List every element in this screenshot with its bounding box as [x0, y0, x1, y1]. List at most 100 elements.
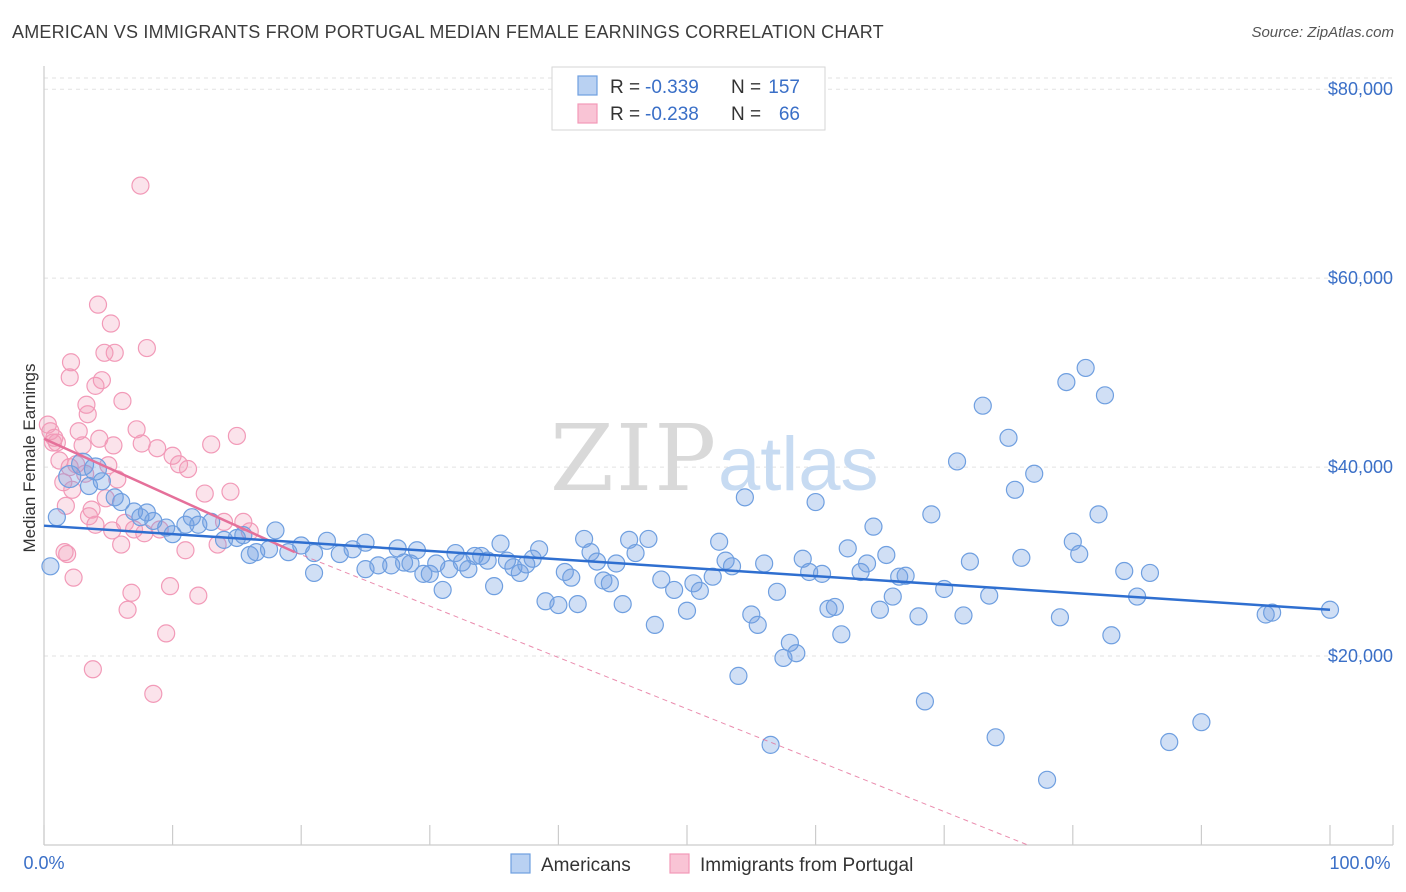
portugal-point — [69, 422, 88, 441]
americans-point — [317, 531, 337, 550]
legend-n-value-portugal: 66 — [779, 104, 800, 125]
americans-point — [58, 464, 82, 489]
portugal-point — [160, 577, 180, 596]
portugal-point — [64, 568, 83, 587]
y-tick-label: $40,000 — [1328, 457, 1393, 477]
americans-point — [491, 534, 510, 553]
americans-trend-line — [43, 524, 1331, 612]
americans-point — [780, 633, 799, 652]
portugal-point — [83, 660, 102, 679]
portugal-point — [95, 343, 114, 362]
americans-point — [1057, 372, 1076, 392]
correlation-legend: R = -0.339 N = 157 R = -0.238 N = 66 — [551, 66, 826, 131]
portugal-point — [202, 435, 221, 454]
portugal-point — [105, 343, 124, 362]
americans-point — [414, 564, 433, 583]
americans-point — [980, 586, 999, 605]
watermark-zip: ZIP — [550, 405, 718, 512]
americans-point — [755, 554, 774, 573]
portugal-point — [195, 484, 214, 503]
portugal-point — [112, 535, 131, 554]
portugal-trend-line — [43, 437, 296, 554]
americans-point — [690, 581, 709, 600]
legend-n-label-americans: N = — [731, 77, 761, 98]
americans-point — [356, 533, 375, 552]
americans-point — [530, 540, 549, 559]
portugal-point — [73, 436, 92, 455]
americans-point — [1050, 608, 1070, 627]
americans-point — [394, 553, 414, 572]
americans-point — [1140, 563, 1160, 583]
americans-point — [986, 728, 1005, 747]
y-axis-title: Median Female Earnings — [20, 364, 39, 553]
americans-point — [420, 564, 439, 583]
portugal-point — [58, 544, 77, 564]
americans-point — [485, 577, 504, 596]
portugal-point — [127, 420, 146, 439]
portugal-point — [221, 482, 240, 501]
americans-point — [369, 556, 388, 575]
americans-point — [1076, 358, 1095, 378]
americans-point — [877, 545, 896, 565]
americans-point — [1089, 505, 1108, 524]
americans-point — [157, 518, 176, 537]
americans-point — [613, 594, 632, 614]
portugal-point — [86, 515, 105, 534]
portugal-point — [88, 295, 108, 314]
americans-point — [748, 615, 767, 634]
americans-point — [47, 508, 66, 527]
portugal-point — [122, 583, 141, 602]
americans-point — [825, 597, 844, 617]
portugal-point — [132, 434, 151, 453]
americans-point — [909, 607, 928, 626]
americans-point — [915, 692, 935, 711]
series-legend: Americans Immigrants from Portugal — [510, 853, 913, 876]
trend-lines — [43, 437, 1331, 846]
americans-point — [600, 574, 619, 593]
americans-point — [266, 521, 285, 540]
americans-point — [112, 492, 131, 512]
americans-point — [999, 428, 1018, 447]
watermark: ZIP atlas — [550, 405, 879, 512]
americans-point — [838, 539, 857, 558]
americans-point — [176, 515, 195, 534]
chart-source: Source: ZipAtlas.com — [1251, 24, 1394, 41]
portugal-point — [101, 314, 120, 333]
americans-point — [568, 594, 587, 614]
portugal-point — [144, 684, 163, 703]
americans-point — [182, 508, 201, 527]
americans-point — [857, 554, 877, 573]
americans-point — [304, 563, 324, 583]
americans-point — [1025, 464, 1044, 483]
americans-point — [549, 595, 568, 615]
americans-point — [1012, 548, 1031, 567]
americans-point — [973, 396, 992, 415]
americans-points — [41, 358, 1340, 789]
americans-point — [1037, 770, 1057, 789]
americans-point — [1263, 603, 1282, 622]
americans-point — [761, 735, 780, 754]
legend-label-portugal: Immigrants from Portugal — [700, 855, 913, 876]
americans-point — [710, 532, 729, 551]
americans-point — [92, 472, 111, 491]
americans-point — [767, 582, 787, 601]
americans-point — [922, 505, 941, 524]
americans-point — [433, 580, 452, 600]
y-tick-label: $60,000 — [1328, 268, 1393, 288]
portugal-point — [55, 543, 74, 562]
americans-point — [1102, 626, 1121, 645]
americans-point — [742, 605, 761, 624]
americans-point — [883, 587, 902, 606]
americans-point — [819, 599, 838, 618]
chart-title: AMERICAN VS IMMIGRANTS FROM PORTUGAL MED… — [12, 22, 884, 42]
americans-point — [665, 580, 684, 600]
americans-point — [806, 492, 825, 512]
americans-point — [684, 574, 703, 593]
y-tick-label: $20,000 — [1328, 646, 1393, 666]
portugal-point — [169, 455, 189, 474]
americans-point — [639, 529, 658, 549]
legend-swatch-americans-bottom — [510, 853, 531, 874]
legend-r-value-portugal: -0.238 — [645, 104, 699, 125]
legend-swatch-americans — [577, 75, 598, 96]
